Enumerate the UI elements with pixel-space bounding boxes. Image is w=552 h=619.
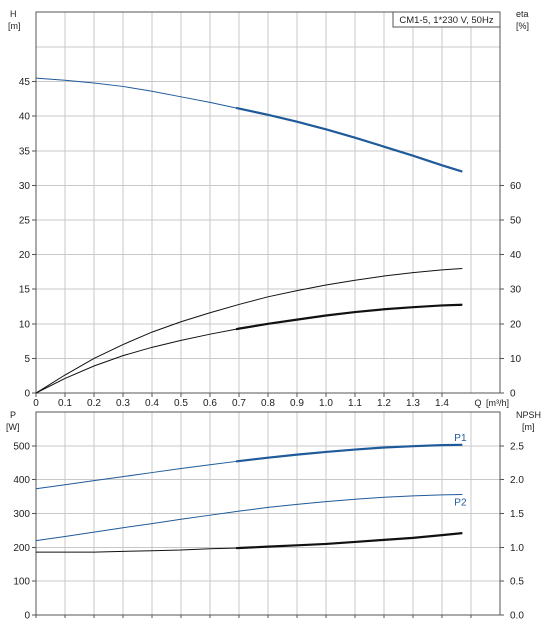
y-axis-unit: [m] bbox=[8, 21, 21, 31]
x-tick-label: 0 bbox=[33, 398, 39, 409]
y-tick-label: 30 bbox=[19, 181, 31, 192]
x-axis-unit: [m³/h] bbox=[486, 398, 509, 408]
y2-tick-label: 1.0 bbox=[510, 543, 524, 554]
y2-tick-label: 2.5 bbox=[510, 441, 524, 452]
power-npsh-chart: 0 100 200 300 400 500 0.0 0.5 1.0 1.5 2.0 2.5 P [W] NP… bbox=[6, 410, 541, 619]
y-axis-title: H bbox=[10, 9, 17, 19]
y2-tick-label: 60 bbox=[510, 181, 522, 192]
y2-tick-label: 0.5 bbox=[510, 577, 524, 588]
series-line-0 bbox=[35, 444, 463, 490]
y2-tick-label: 30 bbox=[510, 285, 522, 296]
y-tick-label: 10 bbox=[19, 319, 31, 330]
x-tick-label: 1.1 bbox=[348, 398, 362, 409]
series-label-p2: P2 bbox=[454, 498, 467, 509]
y-tick-label: 0 bbox=[24, 389, 30, 400]
y2-tick-label: 40 bbox=[510, 250, 522, 261]
y2-axis-unit: [%] bbox=[516, 21, 529, 31]
series-line-2-operating-range bbox=[236, 532, 463, 550]
y-tick-label: 100 bbox=[13, 577, 30, 588]
x-tick-label: 0.4 bbox=[145, 398, 159, 409]
y-tick-label: 500 bbox=[13, 441, 30, 452]
x-tick-label: 1.0 bbox=[319, 398, 333, 409]
series-line-2-operating-range bbox=[235, 303, 463, 331]
y2-tick-label: 2.0 bbox=[510, 475, 524, 486]
x-tick-label: 1.2 bbox=[377, 398, 391, 409]
y2-tick-label: 10 bbox=[510, 354, 522, 365]
y2-axis-unit: [m] bbox=[522, 422, 535, 432]
y-tick-label: 15 bbox=[19, 285, 31, 296]
x-tick-label: 0.6 bbox=[203, 398, 217, 409]
x-tick-label: 0.5 bbox=[174, 398, 188, 409]
y2-tick-label: 0 bbox=[510, 389, 516, 400]
head-eta-chart: 0 5 10 15 20 25 30 35 40 45 0 10 20 30 40 50 60 0 0.1 0.2 0.… bbox=[8, 9, 529, 409]
chart-title-box bbox=[392, 11, 501, 28]
chart-title: CM1-5, 1*230 V, 50Hz bbox=[399, 15, 493, 26]
y-tick-label: 0 bbox=[24, 611, 30, 619]
y-tick-label: 300 bbox=[13, 509, 30, 520]
y2-axis-title: NPSH bbox=[516, 410, 541, 420]
y-tick-label: 45 bbox=[19, 77, 31, 88]
x-tick-label: 0.8 bbox=[261, 398, 275, 409]
y-tick-label: 400 bbox=[13, 475, 30, 486]
y-tick-label: 200 bbox=[13, 543, 30, 554]
x-tick-label: 0.1 bbox=[58, 398, 72, 409]
series-label-p1: P1 bbox=[454, 433, 467, 444]
series-line-1 bbox=[35, 267, 463, 394]
y-tick-label: 35 bbox=[19, 146, 31, 157]
y-tick-label: 25 bbox=[19, 216, 31, 227]
y-axis-unit: [W] bbox=[6, 422, 20, 432]
x-tick-label: 1.4 bbox=[435, 398, 449, 409]
y-tick-label: 20 bbox=[19, 250, 31, 261]
y2-tick-label: 50 bbox=[510, 216, 522, 227]
y-tick-label: 5 bbox=[24, 354, 30, 365]
series-line-2 bbox=[36, 532, 463, 553]
y-tick-label: 40 bbox=[19, 112, 31, 123]
series-line-2 bbox=[35, 304, 463, 394]
series-line-0-operating-range bbox=[235, 443, 463, 463]
x-tick-label: 0.7 bbox=[232, 398, 246, 409]
x-tick-label: 1.3 bbox=[406, 398, 420, 409]
series-line-0-operating-range bbox=[235, 106, 463, 173]
x-axis-title: Q bbox=[474, 398, 481, 408]
y2-tick-label: 0.0 bbox=[510, 611, 524, 619]
x-tick-label: 0.3 bbox=[116, 398, 130, 409]
series-line-0 bbox=[35, 77, 463, 173]
series-line-1 bbox=[35, 494, 463, 542]
y2-axis-title: eta bbox=[516, 9, 529, 19]
y2-tick-label: 20 bbox=[510, 319, 522, 330]
x-tick-label: 0.9 bbox=[290, 398, 304, 409]
y-axis-title: P bbox=[10, 410, 16, 420]
y2-tick-label: 1.5 bbox=[510, 509, 524, 520]
x-tick-label: 0.2 bbox=[87, 398, 101, 409]
